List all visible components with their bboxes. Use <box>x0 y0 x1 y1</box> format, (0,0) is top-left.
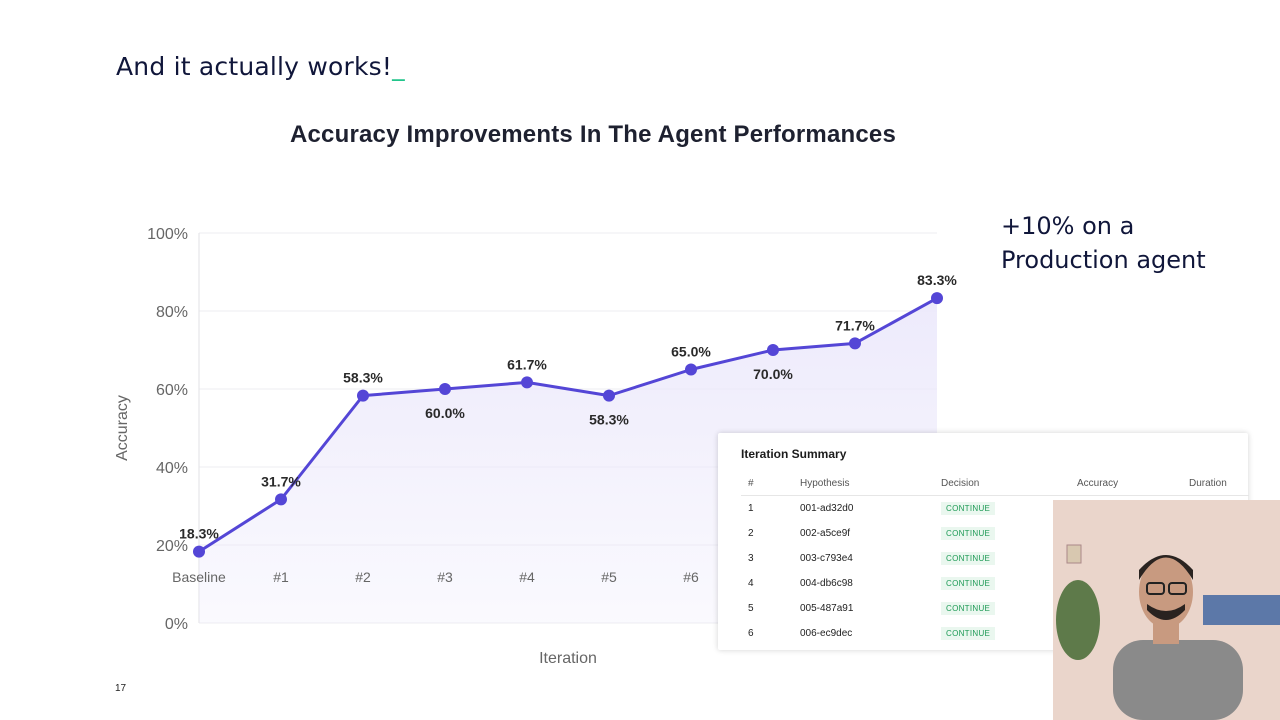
x-tick-label: #1 <box>273 569 289 585</box>
y-axis-title: Accuracy <box>114 395 131 461</box>
x-tick-label: Baseline <box>172 569 226 585</box>
header-decision: Decision <box>941 471 1077 496</box>
x-tick-label: #2 <box>355 569 371 585</box>
row-num: 5 <box>748 603 754 614</box>
data-point <box>931 292 943 305</box>
typing-cursor: _ <box>392 52 405 81</box>
row-hypothesis: 004-db6c98 <box>800 578 853 589</box>
webcam-video <box>1053 500 1280 720</box>
data-point <box>767 344 779 356</box>
x-tick-label: #4 <box>519 569 535 585</box>
row-num: 1 <box>748 503 754 514</box>
row-decision: CONTINUE <box>941 621 1077 646</box>
data-point <box>193 545 205 558</box>
data-point <box>685 363 697 376</box>
data-label: 61.7% <box>507 356 547 372</box>
data-point <box>439 383 451 395</box>
callout: +10% on a Production agent <box>1001 209 1206 277</box>
data-label: 58.3% <box>589 412 629 428</box>
summary-title: Iteration Summary <box>741 447 847 461</box>
row-hypothesis: 006-ec9dec <box>800 628 853 639</box>
chart-title: Accuracy Improvements In The Agent Perfo… <box>289 121 897 148</box>
header-accuracy: Accuracy <box>1077 471 1189 496</box>
y-tick-label: 80% <box>156 304 188 321</box>
presenter-image <box>1053 500 1280 720</box>
table-row: 1 001-ad32d0 CONTINUE <box>741 496 1249 522</box>
row-hypothesis: 001-ad32d0 <box>800 503 854 514</box>
callout-line-1: +10% on a <box>1001 212 1135 240</box>
table-row: 5 005-487a91 CONTINUE <box>741 596 1249 621</box>
table-row: 6 006-ec9dec CONTINUE <box>741 621 1249 646</box>
summary-table: # Hypothesis Decision Accuracy Duration … <box>741 471 1249 646</box>
row-hypothesis: 002-a5ce9f <box>800 528 851 539</box>
data-label: 71.7% <box>835 317 875 333</box>
data-label: 70.0% <box>753 366 793 382</box>
row-hypothesis: 003-c793e4 <box>800 553 853 564</box>
decision-badge: CONTINUE <box>941 577 996 590</box>
x-axis-title: Iteration <box>539 650 597 667</box>
data-point <box>849 337 861 350</box>
data-label: 18.3% <box>179 526 219 542</box>
y-tick-label: 40% <box>156 460 188 477</box>
header-duration: Duration <box>1189 471 1249 496</box>
callout-line-2: Production agent <box>1001 246 1206 274</box>
decision-badge: CONTINUE <box>941 527 996 540</box>
data-point <box>357 389 369 402</box>
table-row: 2 002-a5ce9f CONTINUE <box>741 521 1249 546</box>
row-num: 2 <box>748 528 754 539</box>
row-num: 4 <box>748 578 754 589</box>
y-tick-label: 20% <box>156 538 188 555</box>
row-decision: CONTINUE <box>941 571 1077 596</box>
data-label: 65.0% <box>671 344 711 360</box>
table-row: 3 003-c793e4 CONTINUE <box>741 546 1249 571</box>
data-label: 60.0% <box>425 405 465 421</box>
data-label: 31.7% <box>261 473 301 489</box>
header-hypothesis: Hypothesis <box>800 471 941 496</box>
x-tick-label: #3 <box>437 569 453 585</box>
row-num: 6 <box>748 628 754 639</box>
data-point <box>603 389 615 402</box>
row-num: 3 <box>748 553 754 564</box>
row-decision: CONTINUE <box>941 521 1077 546</box>
slide-title: And it actually works!_ <box>116 52 405 81</box>
decision-badge: CONTINUE <box>941 602 996 615</box>
x-tick-label: #6 <box>683 569 699 585</box>
header-num: # <box>741 471 800 496</box>
y-tick-label: 60% <box>156 382 188 399</box>
table-row: 4 004-db6c98 CONTINUE <box>741 571 1249 596</box>
series-line <box>198 296 938 553</box>
row-decision: CONTINUE <box>941 596 1077 621</box>
row-decision: CONTINUE <box>941 546 1077 571</box>
data-point <box>275 493 287 506</box>
decision-badge: CONTINUE <box>941 552 996 565</box>
x-tick-label: #5 <box>601 569 617 585</box>
data-point <box>521 376 533 389</box>
data-label: 58.3% <box>343 370 383 386</box>
y-tick-label: 100% <box>147 226 188 243</box>
row-hypothesis: 005-487a91 <box>800 603 854 614</box>
slide-title-text: And it actually works! <box>116 52 393 81</box>
data-label: 83.3% <box>917 272 957 288</box>
y-tick-label: 0% <box>165 616 188 633</box>
decision-badge: CONTINUE <box>941 627 996 640</box>
summary-header-row: # Hypothesis Decision Accuracy Duration <box>741 471 1249 496</box>
page-number: 17 <box>115 683 127 694</box>
row-decision: CONTINUE <box>941 496 1077 522</box>
decision-badge: CONTINUE <box>941 502 996 515</box>
